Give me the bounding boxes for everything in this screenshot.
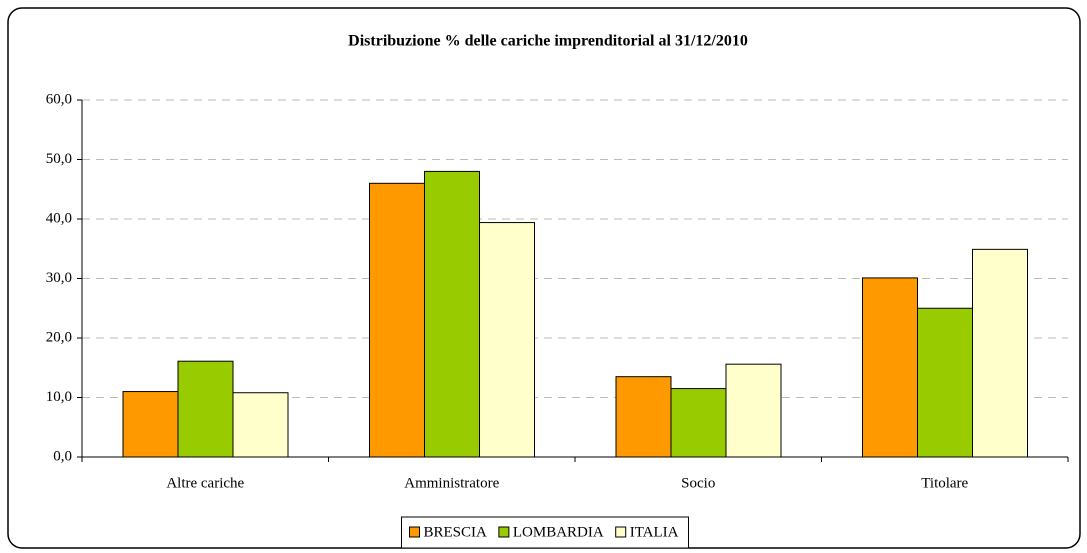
y-tick-label: 30,0 bbox=[46, 270, 72, 286]
x-tick-label: Titolare bbox=[921, 475, 968, 491]
bar bbox=[862, 277, 918, 458]
legend-swatch bbox=[498, 526, 510, 538]
bar bbox=[972, 248, 1028, 458]
y-tick-label: 20,0 bbox=[46, 329, 72, 345]
bar bbox=[917, 307, 973, 458]
bar bbox=[232, 392, 289, 458]
x-tick-label: Socio bbox=[681, 475, 715, 491]
y-tick-label: 50,0 bbox=[46, 151, 72, 167]
x-tick-label: Amministratore bbox=[404, 475, 499, 491]
chart-title: Distribuzione % delle cariche imprendito… bbox=[348, 33, 748, 50]
bar bbox=[615, 376, 672, 458]
legend-swatch bbox=[615, 526, 627, 538]
legend-label: ITALIA bbox=[630, 524, 679, 540]
bar bbox=[122, 391, 179, 458]
bar bbox=[177, 360, 234, 458]
y-tick-label: 60,0 bbox=[46, 91, 72, 107]
x-tick-label: Altre cariche bbox=[166, 475, 244, 491]
y-tick-label: 0,0 bbox=[53, 448, 72, 464]
bar bbox=[725, 363, 782, 458]
bar bbox=[369, 182, 425, 458]
bar bbox=[424, 170, 480, 458]
legend-swatch bbox=[409, 526, 421, 538]
bar bbox=[670, 388, 727, 458]
legend-label: LOMBARDIA bbox=[513, 524, 604, 540]
bar bbox=[479, 222, 535, 458]
legend-label: BRESCIA bbox=[424, 524, 488, 540]
y-tick-label: 40,0 bbox=[46, 210, 72, 226]
y-tick-label: 10,0 bbox=[46, 389, 72, 405]
legend-box bbox=[401, 516, 689, 549]
